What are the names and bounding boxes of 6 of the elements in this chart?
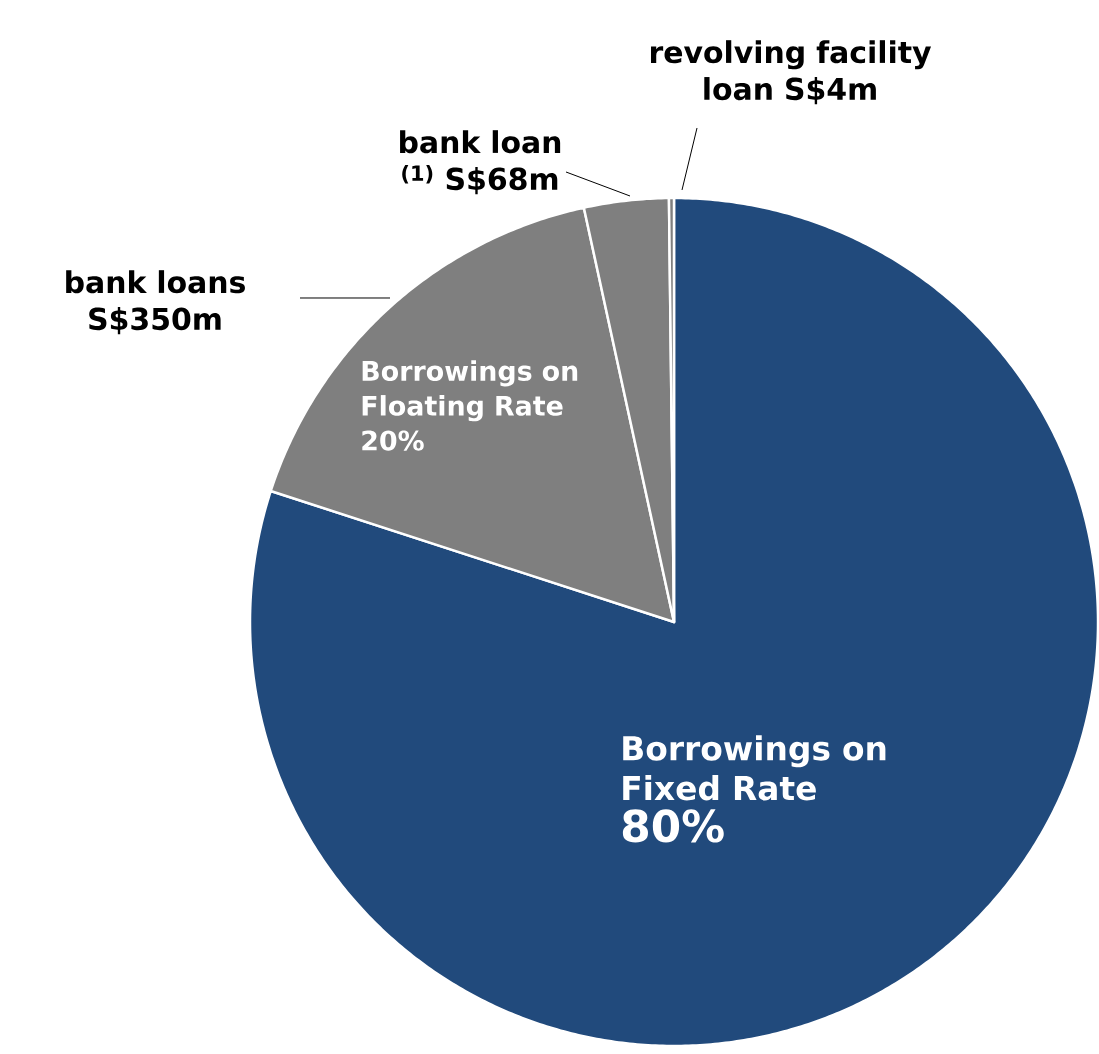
data-label: 80% bbox=[622, 809, 724, 843]
slice-label: Borrowings on Fixed Rate bbox=[623, 735, 886, 801]
slice-label: bank loan $^{(1)}$ S$68m bbox=[400, 130, 561, 195]
slice-label: bank loans S$350m bbox=[66, 270, 245, 335]
text: Borrowings on Floating Rate 20% bbox=[362, 360, 578, 451]
slice-label: revolving facility loan S$4m bbox=[651, 40, 932, 105]
